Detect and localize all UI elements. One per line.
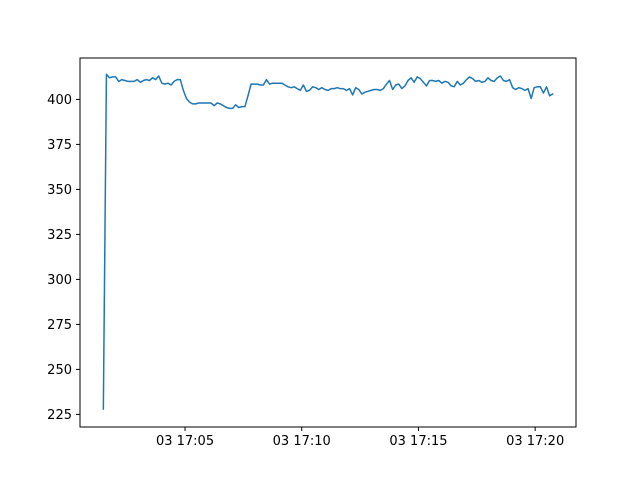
y-tick-label: 300: [47, 273, 72, 288]
y-axis: 225 250 275 300 325 350 375 400: [47, 93, 80, 423]
y-tick-label: 375: [47, 138, 72, 153]
x-tick-label: 03 17:15: [389, 434, 447, 449]
axes-frame: [79, 57, 577, 428]
x-tick-label: 03 17:20: [506, 434, 564, 449]
plot-area: [102, 73, 554, 410]
x-tick-label: 03 17:05: [156, 434, 214, 449]
y-tick-label: 350: [47, 183, 72, 198]
y-tick-label: 325: [47, 228, 72, 243]
y-tick-label: 225: [47, 408, 72, 423]
x-axis: 03 17:05 03 17:10 03 17:15 03 17:20: [156, 427, 564, 449]
x-tick-label: 03 17:10: [273, 434, 331, 449]
y-tick-label: 400: [47, 93, 72, 108]
y-tick-label: 250: [47, 363, 72, 378]
y-tick-label: 275: [47, 318, 72, 333]
series-line-0: [102, 73, 554, 410]
